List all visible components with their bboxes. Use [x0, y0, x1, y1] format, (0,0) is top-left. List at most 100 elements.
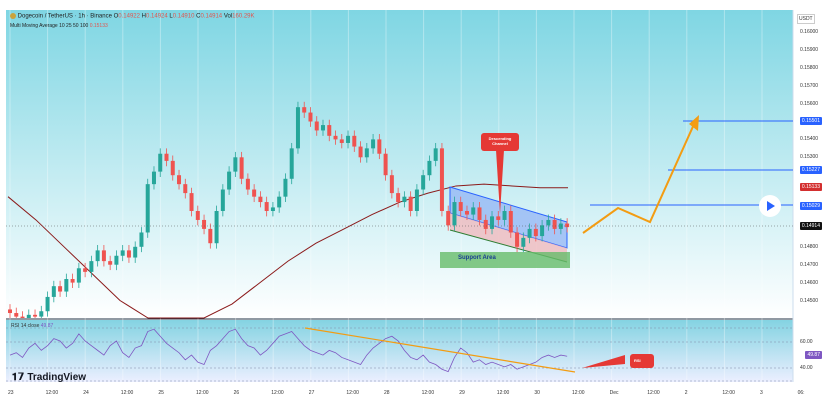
- candle: [464, 211, 469, 215]
- candle: [239, 157, 244, 179]
- price-tick: 0.15700: [800, 82, 819, 89]
- rsi-tick: 60.00: [800, 339, 813, 345]
- rsi-callout: [630, 354, 654, 368]
- candle: [170, 160, 175, 176]
- time-tick: Dec: [609, 390, 619, 396]
- candle: [83, 268, 88, 272]
- candle: [76, 268, 81, 283]
- time-tick: 12:00: [722, 390, 735, 396]
- candle: [120, 250, 125, 256]
- candle: [95, 250, 100, 262]
- price-tick: 0.15800: [800, 64, 819, 71]
- candle: [314, 121, 319, 131]
- candle: [164, 153, 169, 161]
- rsi-tick: 40.00: [800, 365, 813, 371]
- time-tick: 12:00: [421, 390, 435, 396]
- candle: [377, 139, 382, 154]
- candle: [289, 148, 294, 179]
- moving-average-line: [7, 183, 568, 319]
- candle: [20, 316, 25, 318]
- price-tick: 0.14600: [800, 279, 819, 286]
- price-tick: 0.15900: [800, 46, 819, 53]
- time-tick: 12:00: [346, 390, 359, 396]
- candle: [515, 232, 520, 247]
- rsi-legend[interactable]: RSI 14 close 49.87: [11, 323, 53, 329]
- candle: [477, 207, 482, 220]
- candle: [283, 178, 288, 197]
- candle: [321, 125, 325, 131]
- candle: [8, 309, 12, 314]
- indicator-name: Multi Moving Average 10 25 50 100: [10, 23, 89, 29]
- candle: [389, 175, 394, 194]
- symbol-title[interactable]: Dogecoin / TetherUS · 1h · Binance: [17, 13, 112, 20]
- candle: [39, 311, 44, 317]
- candle: [89, 261, 94, 272]
- candle: [258, 196, 263, 203]
- o-label: O: [113, 13, 119, 20]
- candle: [546, 219, 551, 226]
- candle: [371, 139, 376, 149]
- candle: [402, 196, 407, 203]
- time-tick: 12:00: [271, 390, 284, 396]
- close-value: 0.14914: [200, 13, 223, 20]
- candle: [540, 225, 545, 237]
- candle: [352, 135, 357, 147]
- candle: [396, 193, 401, 203]
- rsi-legend-value: 49.87: [40, 323, 54, 329]
- rsi-callout-label: RSI: [634, 358, 641, 363]
- high-value: 0.14924: [146, 13, 168, 20]
- doge-icon: [10, 13, 16, 19]
- candle: [565, 223, 570, 228]
- candle: [264, 202, 269, 211]
- candle: [208, 228, 213, 244]
- candle: [302, 107, 307, 113]
- candle: [101, 250, 106, 262]
- candle: [252, 189, 257, 197]
- low-value: 0.14910: [172, 13, 195, 20]
- price-tag: 0.15029: [799, 201, 822, 210]
- time-tick: 25: [158, 390, 164, 396]
- time-tick: 27: [308, 390, 315, 396]
- indicator-legend[interactable]: Multi Moving Average 10 25 50 100 0.1513…: [10, 23, 108, 29]
- c-label: C: [196, 13, 201, 20]
- candle: [158, 153, 163, 172]
- candle: [490, 216, 495, 229]
- candle: [433, 148, 438, 161]
- candle: [327, 125, 332, 136]
- currency-label[interactable]: USDT: [797, 14, 815, 24]
- play-icon: [767, 201, 775, 211]
- l-label: L: [169, 13, 173, 20]
- time-tick: 12:00: [45, 390, 59, 396]
- support-label: Support Area: [458, 255, 496, 261]
- rsi-pane: [6, 320, 793, 382]
- candle: [471, 207, 476, 215]
- rsi-line: [9, 328, 568, 373]
- candle: [189, 193, 194, 211]
- candle: [58, 286, 63, 292]
- candle: [108, 261, 113, 265]
- candle: [126, 250, 131, 258]
- channel-callout: [481, 133, 519, 151]
- candle: [33, 314, 38, 317]
- projection-path: [582, 121, 696, 234]
- candle: [558, 223, 563, 229]
- time-tick: 30: [534, 390, 540, 396]
- candle: [333, 135, 338, 140]
- callout-pointer: [496, 150, 504, 214]
- candle: [508, 211, 513, 233]
- time-tick: 26: [233, 390, 240, 396]
- candle: [427, 160, 432, 176]
- candle: [358, 146, 363, 158]
- projection-arrowhead: [689, 115, 699, 131]
- candle: [533, 228, 538, 237]
- price-tick: 0.16000: [800, 29, 819, 35]
- time-tick: 12:00: [496, 390, 510, 396]
- time-tick: 12:00: [572, 390, 585, 396]
- candle: [458, 202, 463, 211]
- candle: [295, 107, 300, 149]
- price-tick: 0.14500: [800, 297, 819, 304]
- time-tick: 2: [684, 390, 688, 396]
- open-value: 0.14922: [118, 13, 140, 20]
